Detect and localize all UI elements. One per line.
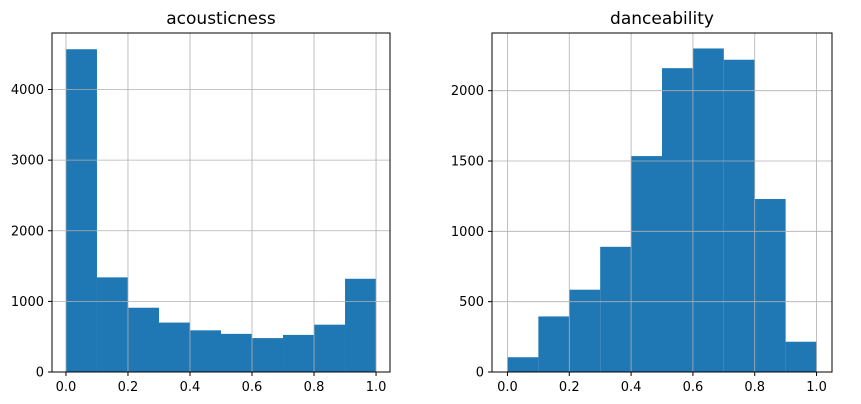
y-tick-label: 1000: [451, 225, 484, 240]
histogram-bar: [127, 307, 159, 372]
histogram-bar: [692, 48, 724, 373]
x-tick-label: 0.0: [56, 380, 77, 395]
histogram-bar: [538, 316, 570, 372]
y-tick-label: 0: [36, 366, 44, 381]
y-tick-label: 1500: [451, 155, 484, 170]
x-tick-label: 0.6: [242, 380, 263, 395]
x-tick-label: 1.0: [806, 380, 827, 395]
histogram-bar: [754, 198, 786, 372]
x-tick-label: 0.2: [559, 380, 580, 395]
histogram-bar: [345, 278, 377, 372]
histogram-bar: [723, 59, 755, 373]
histogram-bar: [283, 334, 315, 372]
y-tick-label: 2000: [451, 84, 484, 99]
y-tick-label: 4000: [11, 83, 44, 98]
y-tick-label: 500: [459, 295, 484, 310]
histogram-bar: [631, 156, 662, 372]
chart-title: danceability: [610, 9, 714, 29]
histogram-bar: [662, 68, 693, 372]
histogram-bar: [221, 333, 253, 372]
histogram-bar: [252, 338, 284, 372]
histogram-bar: [600, 246, 632, 372]
y-tick-label: 1000: [11, 295, 44, 310]
histogram-bar: [189, 330, 221, 372]
histogram-bar: [569, 289, 601, 372]
danceability-histogram: 0.0 0.2 0.4 0.6 0.8 1.0 0 500 1000 1500 2000 dancea…: [451, 9, 833, 395]
x-tick-label: 0.4: [621, 380, 642, 395]
y-tick-label: 2000: [11, 224, 44, 239]
x-tick-label: 0.4: [180, 380, 201, 395]
x-tick-label: 0.6: [683, 380, 704, 395]
x-tick-label: 0.8: [744, 380, 765, 395]
histogram-bar: [314, 324, 346, 372]
x-tick-label: 0.0: [497, 380, 518, 395]
histogram-bar: [65, 49, 97, 373]
axes-frame: [51, 32, 391, 373]
x-tick-label: 1.0: [366, 380, 387, 395]
histogram-bar: [158, 322, 190, 372]
acousticness-histogram: 0.0 0.2 0.4 0.6 0.8 1.0 0 1000 2000 3000 4000 acous…: [11, 9, 391, 395]
x-tick-label: 0.2: [118, 380, 139, 395]
histogram-bar: [96, 277, 128, 372]
x-tick-label: 0.8: [304, 380, 325, 395]
chart-title: acousticness: [166, 9, 276, 29]
histogram-bar: [785, 341, 817, 372]
y-tick-label: 3000: [11, 154, 44, 169]
axes-frame: [491, 32, 833, 373]
y-tick-label: 0: [476, 366, 484, 381]
histogram-bar: [507, 357, 539, 372]
